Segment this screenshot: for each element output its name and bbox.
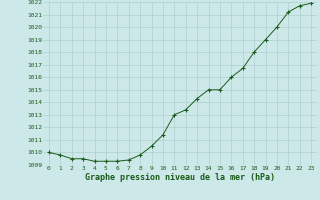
X-axis label: Graphe pression niveau de la mer (hPa): Graphe pression niveau de la mer (hPa) — [85, 173, 275, 182]
